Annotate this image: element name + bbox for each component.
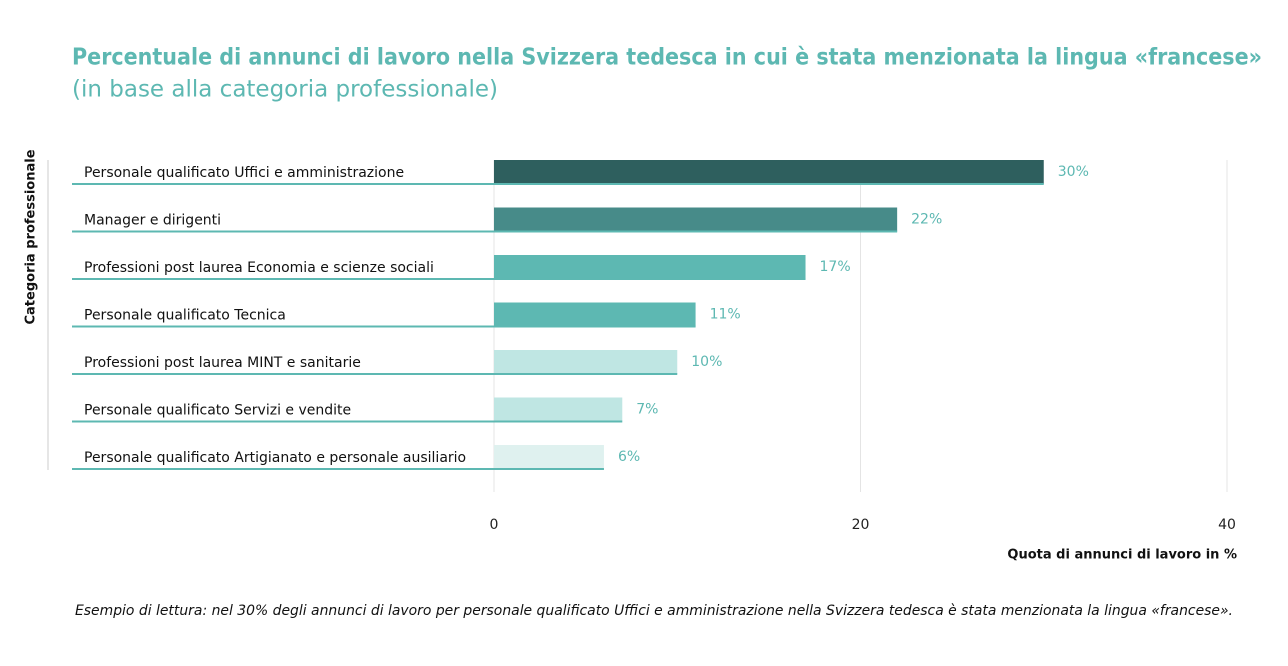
chart-title: Percentuale di annunci di lavoro nella S…: [72, 45, 1262, 71]
bar: [494, 160, 1044, 184]
x-axis-label: Quota di annunci di lavoro in %: [1007, 548, 1237, 563]
bar: [494, 255, 806, 279]
bar: [494, 207, 898, 232]
bar: [494, 397, 623, 422]
category-label: Manager e dirigenti: [84, 213, 221, 229]
category-label: Professioni post laurea Economia e scien…: [84, 260, 434, 276]
y-axis-label: Categoria professionale: [24, 149, 39, 324]
category-label: Personale qualificato Artigianato e pers…: [84, 450, 466, 466]
category-label: Personale qualificato Tecnica: [84, 308, 286, 324]
bar: [494, 350, 678, 374]
value-label: 22%: [911, 212, 942, 228]
bar: [494, 302, 696, 327]
value-label: 17%: [820, 259, 851, 275]
category-label: Personale qualificato Uffici e amministr…: [84, 165, 404, 181]
reading-note: Esempio di lettura: nel 30% degli annunc…: [75, 603, 1233, 619]
value-label: 11%: [710, 307, 741, 323]
chart-subtitle: (in base alla categoria professionale): [72, 77, 498, 103]
value-label: 6%: [618, 449, 640, 465]
value-label: 7%: [636, 402, 658, 418]
category-label: Professioni post laurea MINT e sanitarie: [84, 355, 361, 371]
value-label: 10%: [691, 354, 722, 370]
x-tick-label: 0: [490, 517, 499, 533]
category-label: Personale qualificato Servizi e vendite: [84, 403, 351, 419]
x-tick-label: 40: [1218, 517, 1236, 533]
bar: [494, 445, 604, 469]
x-tick-label: 20: [852, 517, 870, 533]
value-label: 30%: [1058, 164, 1089, 180]
